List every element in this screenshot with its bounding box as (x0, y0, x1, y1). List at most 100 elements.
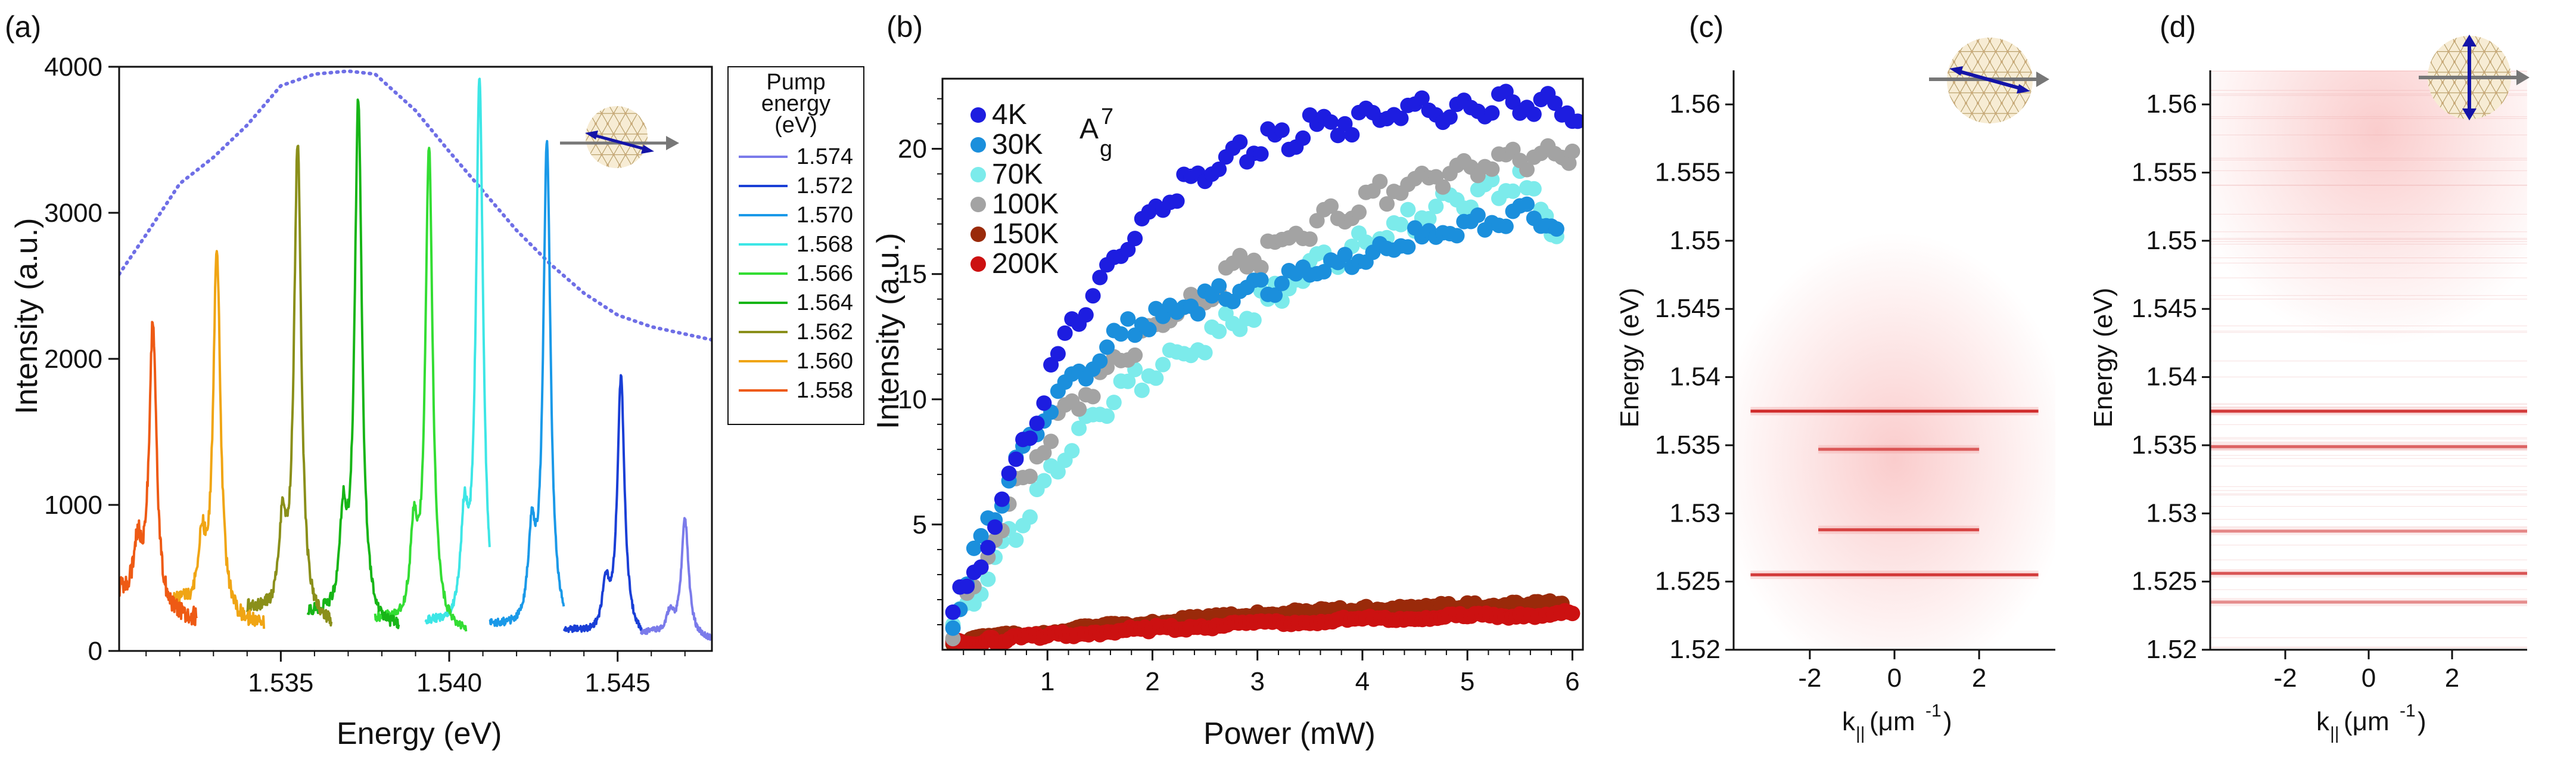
point-30K (966, 540, 982, 556)
xtick-label: 2 (1972, 663, 1986, 693)
panel-a-inset (560, 106, 679, 168)
point-4K (1337, 116, 1353, 132)
point-100K (1379, 196, 1395, 212)
panel-a-ytick-label: 2000 (44, 345, 102, 374)
ytick-label: 1.56 (1669, 89, 1721, 119)
point-4K (1043, 357, 1059, 373)
point-4K (1085, 288, 1101, 304)
point-30K (1211, 278, 1227, 294)
spectrum-1.568 (424, 77, 491, 625)
legend-label-1.558: 1.558 (797, 378, 853, 403)
point-100K (1484, 161, 1500, 177)
point-100K (1043, 433, 1059, 449)
panel-d-inset (2419, 35, 2530, 120)
panel-c-blue-arrow (1955, 69, 2025, 91)
panel-c-xlabel-sub: || (1856, 724, 1865, 743)
xtick-label: 2 (2445, 663, 2459, 693)
panel-b-xtick-label: 6 (1565, 667, 1579, 696)
panel-a-ytick-label: 1000 (44, 491, 102, 520)
point-4K (1211, 162, 1227, 177)
panel-b-xtick-label: 3 (1250, 667, 1264, 696)
point-4K (1036, 395, 1052, 411)
point-30K (1253, 272, 1269, 288)
panel-c-ylabel: Energy (eV) (1615, 288, 1644, 428)
panel-c-xlabel-k: k (1842, 707, 1856, 736)
panel-b-ytick-label: 20 (898, 135, 927, 164)
point-4K (1078, 307, 1094, 323)
point-30K (1548, 221, 1564, 237)
panel-a-xlabel: Energy (eV) (337, 717, 502, 751)
panel-d-blue-arrowhead-down (2462, 108, 2477, 120)
panel-b-frame (941, 77, 1584, 651)
panel-c-xlabel-tail: ) (1943, 707, 1952, 736)
legend-label-1.566: 1.566 (797, 261, 853, 286)
point-70K (1106, 395, 1122, 411)
point-4K (1008, 451, 1024, 467)
panel-b-label: (b) (886, 10, 923, 44)
panel-d-gray-arrowhead (2516, 70, 2530, 85)
point-4K (1442, 109, 1458, 125)
point-100K (1071, 401, 1087, 417)
panel-a-blue-arrow (589, 132, 650, 152)
point-70K (1393, 216, 1409, 232)
panel-a-ytick-label: 0 (88, 637, 102, 666)
panel-b: (b) 1 2 3 4 5 6 5 10 15 20 Power (mW) Intensity (… (871, 10, 1584, 751)
point-4K (1057, 325, 1073, 341)
point-70K (1526, 181, 1542, 197)
legend-label-70K: 70K (992, 159, 1043, 190)
point-100K (1372, 173, 1388, 190)
legend-label-1.572: 1.572 (797, 173, 853, 198)
ytick-label: 1.53 (2146, 498, 2197, 528)
point-100K (1564, 143, 1581, 159)
spectrum-1.564 (306, 98, 400, 629)
point-4K (1232, 134, 1248, 150)
point-100K (1351, 204, 1367, 220)
point-4K (1274, 122, 1290, 138)
point-4K (945, 604, 961, 620)
panel-a-gray-arrowhead (666, 136, 679, 150)
panel-c-inset (1929, 38, 2049, 123)
legend-label-1.560: 1.560 (797, 349, 853, 374)
point-70K (1071, 420, 1087, 436)
panel-c-xlabel-unit: (μm (1869, 707, 1915, 736)
panel-c-label: (c) (1689, 10, 1723, 44)
point-30K (1519, 196, 1535, 212)
ytick-label: 1.52 (2146, 635, 2197, 664)
panel-a-xtick-label: 1.535 (248, 668, 313, 697)
point-100K (1323, 198, 1339, 214)
xtick-label: 0 (2362, 663, 2376, 693)
panel-a-ytick-label: 3000 (44, 198, 102, 228)
point-30K (1400, 239, 1416, 255)
point-100K (1561, 155, 1577, 171)
ytick-label: 1.525 (2132, 567, 2197, 596)
panel-b-ytick-label: 15 (898, 260, 927, 289)
ytick-label: 1.54 (2146, 362, 2197, 392)
xtick-label: -2 (2273, 663, 2297, 693)
point-30K (1141, 321, 1157, 337)
point-30K (1470, 207, 1486, 223)
point-70K (1421, 210, 1437, 227)
panel-b-xtick-label: 2 (1145, 667, 1159, 696)
point-30K (1274, 275, 1290, 291)
legend-label-30K: 30K (992, 129, 1043, 160)
panel-d-xlabel-sub: || (2330, 724, 2339, 743)
point-70K (1211, 323, 1227, 339)
point-4K (973, 559, 989, 575)
panel-a-ylabel: Intensity (a.u.) (10, 218, 44, 414)
xtick-label: -2 (1798, 663, 1821, 693)
point-30K (1498, 218, 1514, 234)
point-70K (1036, 473, 1052, 489)
point-4K (1505, 94, 1521, 110)
ytick-label: 1.52 (1669, 635, 1721, 664)
point-30K (1099, 339, 1115, 355)
point-30K (1267, 287, 1283, 303)
point-30K (1120, 311, 1136, 327)
legend-title-line2: energy (761, 91, 830, 116)
xtick-label: 0 (1887, 663, 1902, 693)
point-70K (1008, 532, 1024, 548)
ytick-label: 1.545 (2132, 294, 2197, 323)
point-100K (1253, 259, 1269, 275)
point-100K (1519, 162, 1535, 178)
panel-d-ylabel: Energy (eV) (2089, 288, 2118, 428)
panel-b-annotation-sub: g (1100, 137, 1112, 162)
